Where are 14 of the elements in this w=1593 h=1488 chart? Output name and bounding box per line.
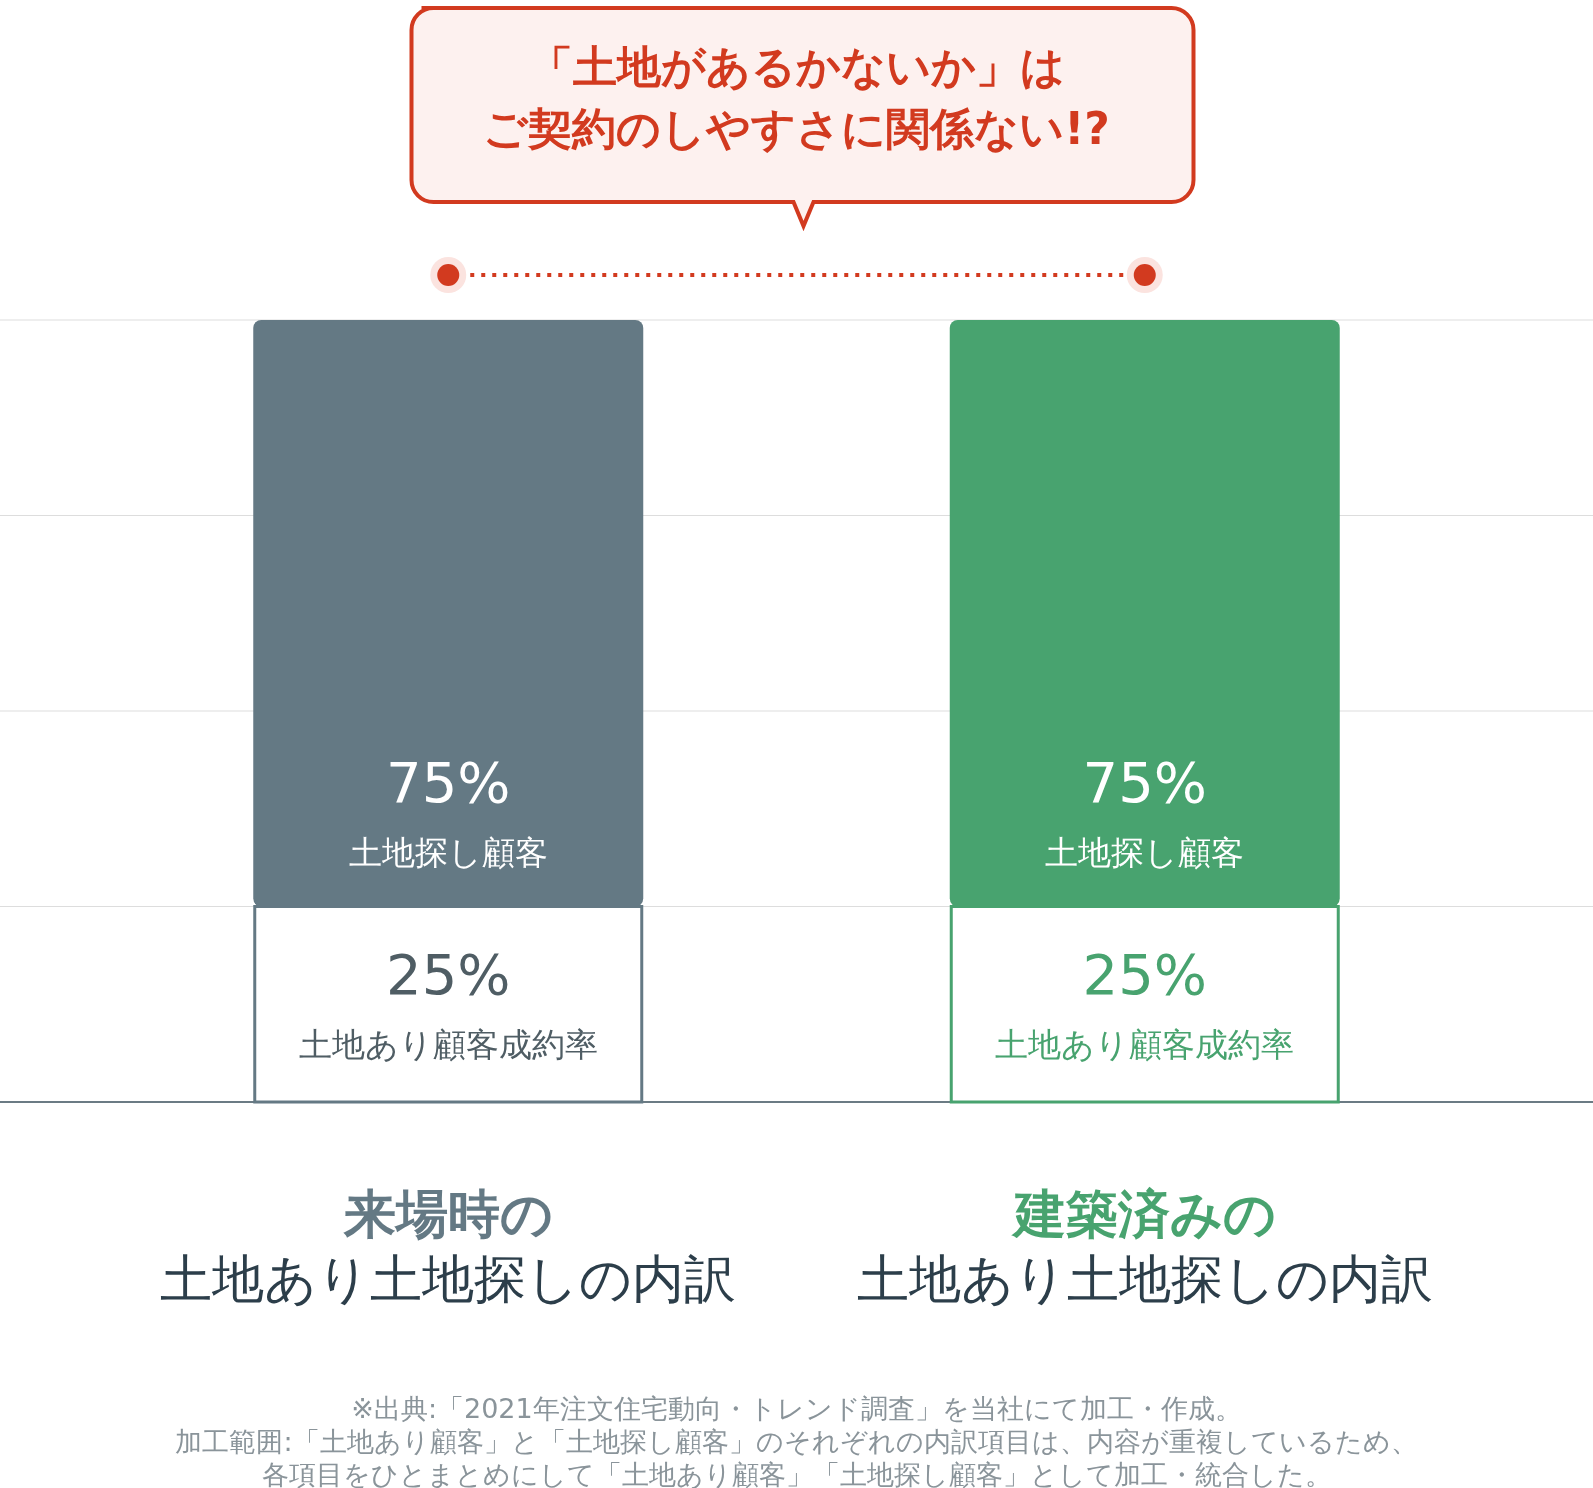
text: 土地探し顧客: [1045, 832, 1245, 872]
text: 各項目をひとまとめにして「土地あり顧客」「土地探し顧客」として加工・統合した。: [261, 1459, 1332, 1488]
text: 土地あり顧客成約率: [995, 1025, 1295, 1065]
series-label: 土地あり顧客成約率: [298, 1025, 598, 1065]
data-label: 75%: [386, 749, 511, 815]
text: ※出典:「2021年注文住宅動向・トレンド調査」を当社にて加工・作成。: [351, 1393, 1242, 1424]
series-label: 土地探し顧客: [348, 832, 548, 872]
data-label: 25%: [1082, 942, 1207, 1008]
x-tick-label: 来場時の土地あり土地探しの内訳: [160, 1184, 737, 1309]
data-label: 75%: [1082, 749, 1207, 815]
x-tick-label: 建築済みの土地あり土地探しの内訳: [856, 1184, 1433, 1309]
text: 加工範囲:「土地あり顧客」と「土地探し顧客」のそれぞれの内訳項目は、内容が重複しているため、: [175, 1426, 1418, 1457]
chart-title: 「土地があるかないか」はご契約のしやすさに関係ない!?: [483, 41, 1110, 154]
data-label: 25%: [386, 942, 511, 1008]
